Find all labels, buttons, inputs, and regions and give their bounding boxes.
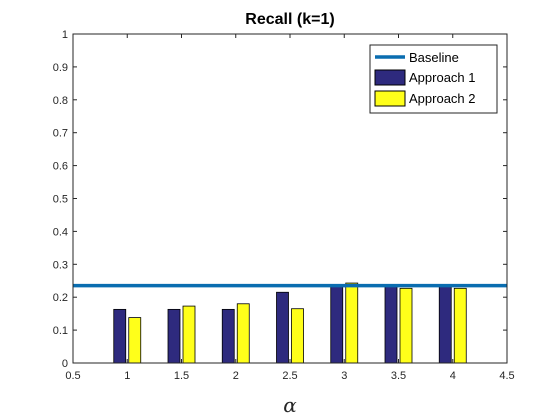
- y-tick-label-2: 0.2: [53, 292, 68, 304]
- y-tick-label-9: 0.9: [53, 62, 68, 74]
- y-tick-label-8: 0.8: [53, 95, 68, 107]
- y-tick-label-7: 0.7: [53, 128, 68, 140]
- legend-approach-2-label: Approach 2: [409, 91, 476, 106]
- x-axis-ticks: 0.5 1 1.5 2 2.5 3 3.5 4 4.5: [65, 34, 515, 382]
- x-tick-label-4: 2.5: [282, 370, 297, 382]
- y-tick-label-5: 0.5: [53, 194, 68, 206]
- bar-approach-1-6: [438, 285, 452, 364]
- legend-approach-1-swatch: [374, 69, 406, 86]
- x-tick-label-1: 1: [124, 370, 130, 382]
- y-tick-label-6: 0.6: [53, 161, 68, 173]
- bar-approach-1-2: [221, 308, 235, 364]
- x-tick-label-8: 4.5: [499, 370, 514, 382]
- y-tick-label-0: 0: [62, 358, 68, 370]
- bar-approach-2-2: [236, 303, 250, 364]
- chart-title: Recall (k=1): [245, 11, 334, 28]
- bar-approach-1-3: [276, 291, 289, 364]
- y-tick-label-1: 0.1: [53, 325, 68, 337]
- y-axis-ticks: 0 0.1 0.2 0.3 0.4 0.5 0.6 0.7 0.8 0.9 1: [53, 29, 507, 370]
- y-tick-label-3: 0.3: [53, 259, 68, 271]
- bar-approach-1-5: [384, 285, 398, 364]
- bar-approach-2-6: [453, 287, 467, 364]
- bar-approach-1-4: [330, 285, 344, 364]
- bar-approach-1-1: [167, 308, 181, 364]
- bar-approach-2-0: [128, 317, 142, 364]
- bar-approach-1-0: [113, 308, 127, 364]
- legend-approach-2-swatch: [374, 90, 406, 107]
- x-tick-label-5: 3: [341, 370, 347, 382]
- x-tick-label-3: 2: [233, 370, 239, 382]
- x-tick-label-0: 0.5: [65, 370, 80, 382]
- legend-baseline-label: Baseline: [409, 50, 459, 65]
- y-tick-label-10: 1: [62, 29, 68, 41]
- x-axis-label: α: [283, 393, 297, 417]
- bar-approach-2-5: [399, 287, 413, 364]
- bar-approach-2-4: [345, 282, 359, 364]
- bar-approach-2-3: [291, 308, 304, 364]
- x-tick-label-7: 4: [450, 370, 456, 382]
- x-tick-label-6: 3.5: [391, 370, 406, 382]
- bar-approach-2-1: [182, 305, 196, 364]
- x-tick-label-2: 1.5: [174, 370, 189, 382]
- y-tick-label-4: 0.4: [53, 226, 68, 238]
- legend-approach-1-label: Approach 1: [409, 70, 476, 85]
- legend: Baseline Approach 1 Approach 2: [369, 44, 498, 114]
